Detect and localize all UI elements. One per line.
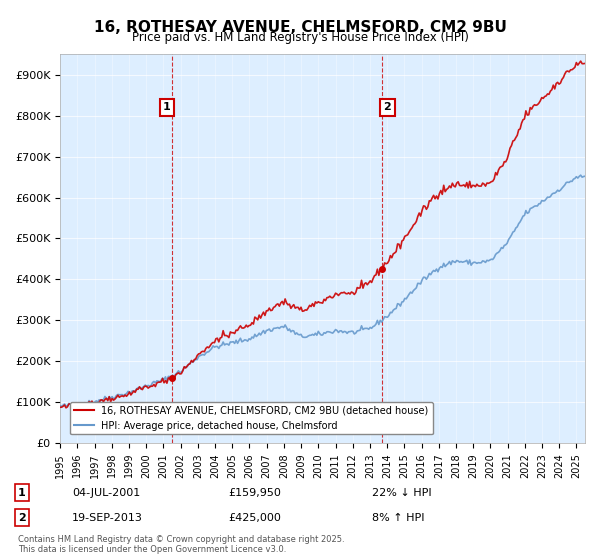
Text: Contains HM Land Registry data © Crown copyright and database right 2025.
This d: Contains HM Land Registry data © Crown c…	[18, 535, 344, 554]
Text: 1: 1	[18, 488, 26, 498]
Text: 1: 1	[163, 102, 171, 113]
Text: £425,000: £425,000	[228, 513, 281, 523]
Text: 2: 2	[18, 513, 26, 523]
Text: 04-JUL-2001: 04-JUL-2001	[72, 488, 140, 498]
Text: 16, ROTHESAY AVENUE, CHELMSFORD, CM2 9BU: 16, ROTHESAY AVENUE, CHELMSFORD, CM2 9BU	[94, 20, 506, 35]
Text: 8% ↑ HPI: 8% ↑ HPI	[372, 513, 425, 523]
Text: Price paid vs. HM Land Registry's House Price Index (HPI): Price paid vs. HM Land Registry's House …	[131, 31, 469, 44]
Text: 22% ↓ HPI: 22% ↓ HPI	[372, 488, 431, 498]
Legend: 16, ROTHESAY AVENUE, CHELMSFORD, CM2 9BU (detached house), HPI: Average price, d: 16, ROTHESAY AVENUE, CHELMSFORD, CM2 9BU…	[70, 402, 433, 435]
Text: £159,950: £159,950	[228, 488, 281, 498]
Text: 19-SEP-2013: 19-SEP-2013	[72, 513, 143, 523]
Text: 2: 2	[383, 102, 391, 113]
